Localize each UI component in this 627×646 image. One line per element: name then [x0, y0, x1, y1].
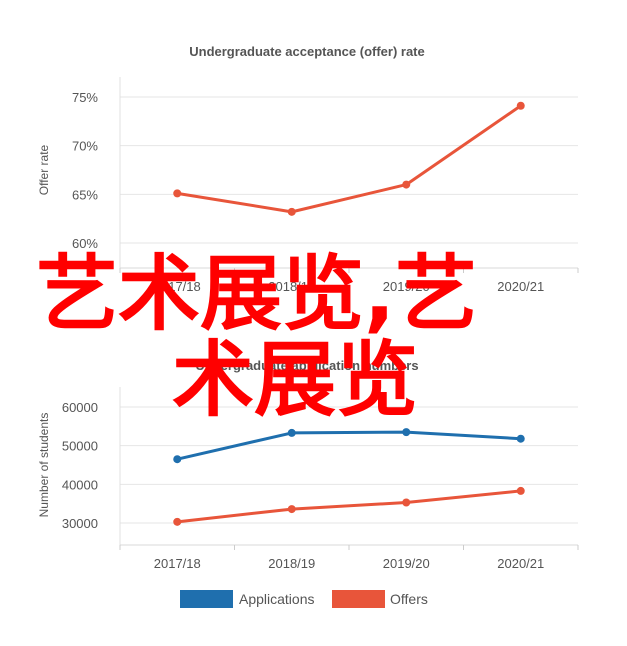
chart1-y-axis-title: Offer rate — [37, 144, 51, 195]
chart2-legend: Applications Offers — [180, 590, 428, 608]
watermark-line-2: 术展览 — [172, 333, 418, 428]
data-point[interactable] — [402, 180, 411, 189]
legend-item-offers[interactable]: Offers — [332, 590, 428, 608]
legend-swatch-offers — [332, 590, 385, 608]
chart2-title: Undergraduate application numbers — [195, 358, 418, 373]
y-tick-label: 60000 — [62, 400, 98, 415]
x-tick-label: 2019/20 — [383, 279, 430, 294]
legend-item-applications[interactable]: Applications — [180, 590, 315, 608]
series-line — [177, 489, 521, 524]
data-point[interactable] — [402, 428, 411, 437]
y-tick-label: 40000 — [62, 477, 98, 492]
legend-swatch-applications — [180, 590, 233, 608]
chart2-gridlines — [120, 406, 578, 524]
data-point[interactable] — [173, 189, 182, 198]
y-tick-label: 30000 — [62, 516, 98, 531]
application-numbers-chart: Undergraduate application numbers Number… — [37, 358, 579, 608]
chart1-series — [173, 101, 525, 216]
acceptance-rate-chart: Undergraduate acceptance (offer) rate Of… — [37, 44, 579, 294]
data-point[interactable] — [516, 486, 525, 495]
x-tick-label: 2020/21 — [497, 279, 544, 294]
chart1-title: Undergraduate acceptance (offer) rate — [189, 44, 425, 59]
data-point[interactable] — [402, 498, 411, 507]
data-point[interactable] — [516, 101, 525, 110]
data-point[interactable] — [516, 434, 525, 443]
series-line — [176, 430, 521, 461]
y-tick-label: 65% — [72, 187, 98, 202]
x-tick-label: 2017/18 — [154, 279, 201, 294]
x-tick-label: 2019/20 — [383, 556, 430, 571]
chart2-y-tick-labels: 30000 40000 50000 60000 — [62, 400, 98, 531]
watermark-line-1: 艺术展览,艺 — [36, 247, 477, 342]
x-tick-label: 2017/18 — [154, 556, 201, 571]
chart1-gridlines — [120, 96, 578, 244]
chart1-y-tick-labels: 60% 65% 70% 75% — [72, 90, 98, 251]
y-tick-label: 75% — [72, 90, 98, 105]
chart2-series — [173, 428, 525, 526]
data-point[interactable] — [287, 428, 296, 437]
data-point[interactable] — [287, 207, 296, 216]
legend-label-offers: Offers — [390, 591, 428, 607]
watermark-overlay: 艺术展览,艺 术展览 — [36, 247, 477, 428]
series-line — [177, 104, 522, 214]
x-tick-label: 2020/21 — [497, 556, 544, 571]
y-tick-label: 50000 — [62, 439, 98, 454]
chart2-y-axis-title: Number of students — [37, 413, 51, 518]
data-point[interactable] — [173, 455, 182, 464]
legend-label-applications: Applications — [239, 591, 315, 607]
chart1-x-axis: 2017/18 2018/19 2019/20 2020/21 — [119, 77, 579, 294]
data-point[interactable] — [287, 505, 296, 514]
data-point[interactable] — [173, 517, 182, 526]
y-tick-label: 60% — [72, 236, 98, 251]
x-tick-label: 2018/19 — [268, 556, 315, 571]
chart2-x-axis: 2017/18 2018/19 2019/20 2020/21 — [119, 387, 579, 571]
x-tick-label: 2018/19 — [268, 279, 315, 294]
y-tick-label: 70% — [72, 139, 98, 154]
